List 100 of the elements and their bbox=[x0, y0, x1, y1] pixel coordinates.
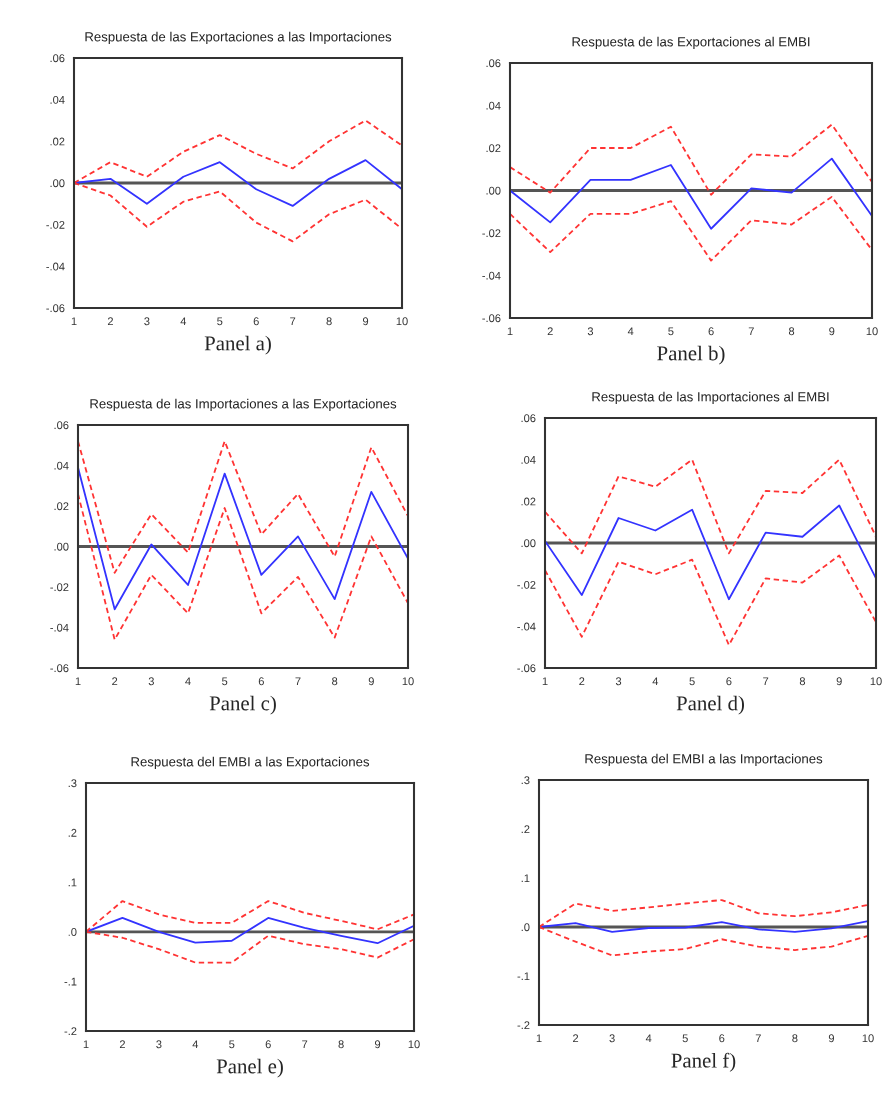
x-tick-label: 1 bbox=[71, 317, 77, 326]
x-tick-label: 3 bbox=[587, 327, 594, 336]
y-tick-label: .02 bbox=[54, 502, 69, 511]
line-series bbox=[545, 554, 876, 646]
y-tick-label: -.02 bbox=[482, 229, 501, 238]
y-tick-label: .04 bbox=[521, 455, 536, 464]
y-tick-label: -.06 bbox=[50, 664, 69, 673]
x-tick-label: 10 bbox=[866, 327, 878, 336]
x-tick-label: 9 bbox=[836, 677, 842, 686]
x-tick-label: 10 bbox=[408, 1040, 420, 1049]
x-axis-title: Panel c) bbox=[209, 695, 276, 715]
x-tick-label: 5 bbox=[668, 327, 674, 336]
x-tick-label: 1 bbox=[536, 1034, 542, 1043]
x-tick-label: 3 bbox=[156, 1040, 162, 1049]
line-series bbox=[539, 920, 868, 933]
x-tick-label: 10 bbox=[402, 677, 414, 686]
y-tick-label: .02 bbox=[50, 137, 65, 146]
x-tick-label: 4 bbox=[645, 1034, 652, 1043]
x-tick-label: 4 bbox=[652, 677, 659, 686]
x-tick-label: 4 bbox=[180, 317, 187, 326]
x-tick-label: 6 bbox=[708, 327, 714, 336]
chart-title: Respuesta de las Exportaciones al EMBI bbox=[572, 36, 810, 50]
line-series bbox=[74, 159, 402, 207]
x-tick-label: 4 bbox=[192, 1040, 199, 1049]
y-tick-label: -.04 bbox=[50, 623, 69, 632]
line-series bbox=[86, 917, 414, 945]
y-tick-label: -.02 bbox=[46, 220, 65, 229]
x-tick-label: 3 bbox=[615, 677, 622, 686]
y-tick-label: .3 bbox=[521, 776, 530, 785]
x-tick-label: 9 bbox=[374, 1040, 381, 1049]
x-tick-label: 10 bbox=[862, 1034, 874, 1043]
y-tick-label: .0 bbox=[521, 923, 530, 932]
chart-title: Respuesta de las Importaciones a las Exportaciones bbox=[90, 398, 397, 412]
x-axis-title: Panel d) bbox=[676, 695, 745, 715]
x-tick-label: 2 bbox=[107, 317, 113, 326]
y-tick-label: -.2 bbox=[517, 1021, 530, 1030]
y-tick-label: -.04 bbox=[482, 271, 501, 280]
y-tick-label: .00 bbox=[50, 179, 65, 188]
y-tick-label: -.2 bbox=[64, 1027, 77, 1036]
x-tick-label: 4 bbox=[185, 677, 191, 686]
x-tick-label: 1 bbox=[75, 677, 81, 686]
line-series bbox=[545, 458, 876, 555]
x-axis-title: Panel f) bbox=[671, 1052, 736, 1072]
x-tick-label: 10 bbox=[870, 677, 882, 686]
x-tick-label: 2 bbox=[112, 677, 118, 686]
x-axis-title: Panel b) bbox=[657, 345, 725, 365]
y-tick-label: .00 bbox=[54, 542, 69, 551]
y-tick-label: -.06 bbox=[46, 304, 65, 313]
x-tick-label: 7 bbox=[295, 677, 301, 686]
chart-title: Respuesta de las Exportaciones a las Importaciones bbox=[85, 31, 392, 45]
x-tick-label: 3 bbox=[609, 1034, 615, 1043]
chart-title: Respuesta del EMBI a las Exportaciones bbox=[131, 756, 370, 770]
x-tick-label: 7 bbox=[755, 1034, 761, 1043]
line-series bbox=[545, 504, 876, 601]
y-tick-label: .04 bbox=[54, 461, 69, 470]
y-tick-label: .00 bbox=[486, 186, 501, 195]
y-tick-label: -.1 bbox=[517, 972, 530, 981]
x-tick-label: 6 bbox=[253, 317, 259, 326]
y-tick-label: .04 bbox=[486, 101, 501, 110]
y-tick-label: .1 bbox=[521, 874, 530, 883]
x-tick-label: 2 bbox=[573, 1034, 579, 1043]
x-tick-label: 5 bbox=[689, 677, 695, 686]
y-tick-label: -.04 bbox=[517, 622, 536, 631]
line-series bbox=[510, 123, 872, 196]
x-tick-label: 3 bbox=[148, 677, 154, 686]
x-tick-label: 5 bbox=[682, 1034, 688, 1043]
y-tick-label: -.02 bbox=[50, 583, 69, 592]
x-tick-label: 9 bbox=[368, 677, 374, 686]
chart-title: Respuesta de las Importaciones al EMBI bbox=[592, 391, 829, 405]
x-tick-label: 5 bbox=[229, 1040, 235, 1049]
line-series bbox=[78, 440, 408, 574]
y-tick-label: -.1 bbox=[64, 977, 77, 986]
x-tick-label: 2 bbox=[119, 1040, 125, 1049]
x-tick-label: 6 bbox=[265, 1040, 271, 1049]
x-axis-title: Panel e) bbox=[216, 1058, 283, 1078]
x-tick-label: 7 bbox=[302, 1040, 308, 1049]
x-tick-label: 5 bbox=[222, 677, 228, 686]
y-tick-label: .02 bbox=[521, 497, 536, 506]
x-tick-label: 9 bbox=[828, 1034, 835, 1043]
y-tick-label: .06 bbox=[50, 54, 65, 63]
x-tick-label: 8 bbox=[332, 677, 338, 686]
x-tick-label: 7 bbox=[748, 327, 754, 336]
y-tick-label: -.06 bbox=[517, 664, 536, 673]
x-tick-label: 9 bbox=[362, 317, 369, 326]
x-tick-label: 1 bbox=[83, 1040, 89, 1049]
y-tick-label: .0 bbox=[68, 928, 77, 936]
y-tick-label: .1 bbox=[68, 878, 77, 887]
x-tick-label: 8 bbox=[788, 327, 795, 336]
x-tick-label: 7 bbox=[763, 677, 769, 686]
y-tick-label: .06 bbox=[54, 421, 69, 430]
y-tick-label: .06 bbox=[521, 414, 536, 423]
x-tick-label: 8 bbox=[338, 1040, 344, 1049]
x-tick-label: 6 bbox=[719, 1034, 725, 1043]
x-tick-label: 3 bbox=[144, 317, 150, 326]
y-tick-label: .2 bbox=[521, 825, 530, 834]
x-tick-label: 1 bbox=[542, 677, 548, 686]
line-series bbox=[510, 157, 872, 230]
x-tick-label: 9 bbox=[829, 327, 835, 336]
x-tick-label: 6 bbox=[258, 677, 264, 686]
y-tick-label: -.02 bbox=[517, 580, 536, 589]
